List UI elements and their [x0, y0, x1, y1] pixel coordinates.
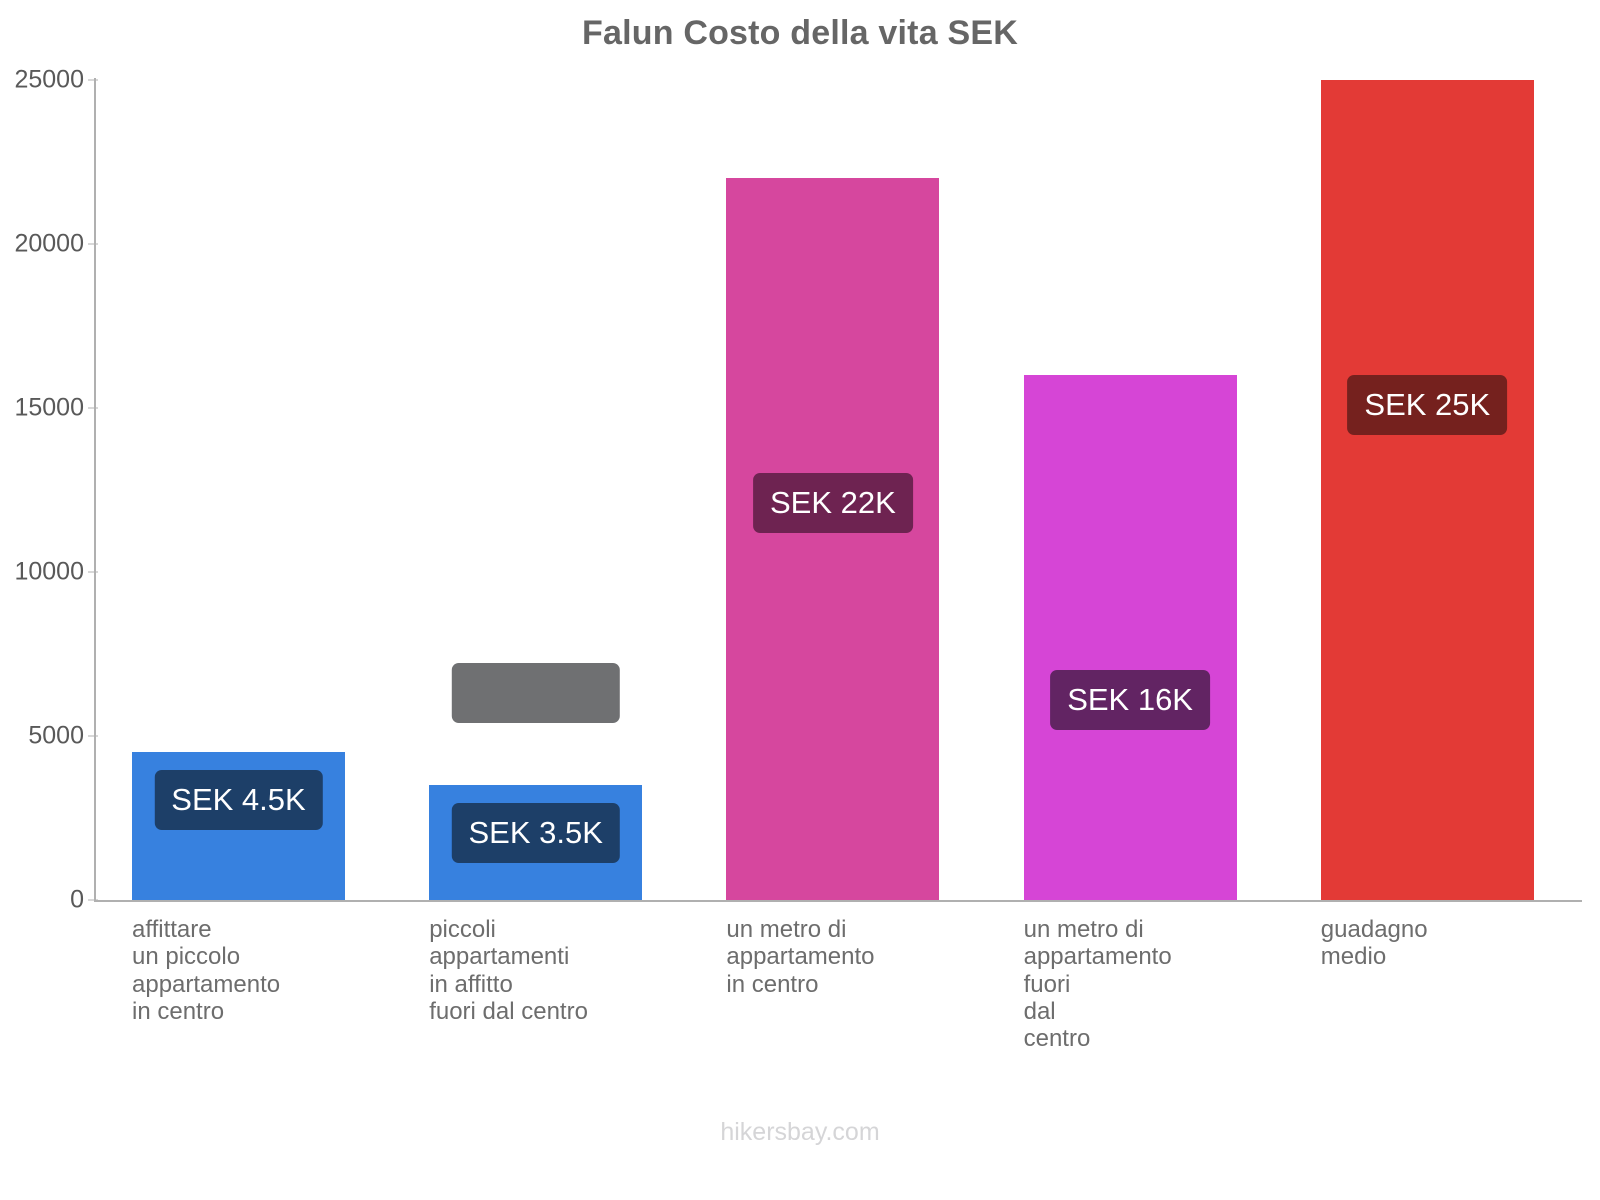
- x-axis-label-text: un metro di appartamento fuori dal centr…: [1023, 916, 1172, 1053]
- bar-group[interactable]: SEK 4.5K: [96, 0, 393, 1200]
- x-axis-label-text: guadagno medio: [1320, 916, 1428, 971]
- y-axis-tick-mark: [88, 899, 98, 901]
- y-axis-tick-mark: [88, 407, 98, 409]
- x-axis-label-text: un metro di appartamento in centro: [726, 916, 875, 998]
- bar-group[interactable]: SEK 3.5K SEK 3.5K: [393, 0, 690, 1200]
- bar-group[interactable]: SEK 16K: [988, 0, 1285, 1200]
- bar[interactable]: [1023, 375, 1237, 900]
- bar-group[interactable]: SEK 25K: [1285, 0, 1582, 1200]
- x-axis-label-text: affittare un piccolo appartamento in cen…: [132, 916, 281, 1026]
- x-axis-label: affittare un piccolo appartamento in cen…: [96, 916, 393, 1025]
- y-axis-tick-label: 25000: [14, 65, 84, 94]
- y-axis-tick-mark: [88, 571, 98, 573]
- bar-group[interactable]: SEK 22K: [690, 0, 987, 1200]
- bar[interactable]: [1320, 80, 1534, 900]
- y-axis-line: [94, 78, 96, 902]
- bar[interactable]: [726, 178, 940, 900]
- bar-value-badge: SEK 22K: [752, 473, 913, 534]
- y-axis-tick-label: 15000: [14, 393, 84, 422]
- bar-value-badge: SEK 25K: [1347, 375, 1508, 435]
- y-axis-tick-label: 10000: [14, 557, 84, 586]
- y-axis-tick-label: 5000: [28, 721, 84, 750]
- y-axis-tick-label: 20000: [14, 229, 84, 258]
- y-axis-tick-mark: [88, 243, 98, 245]
- x-axis-label: piccoli appartamenti in affitto fuori da…: [393, 916, 690, 1025]
- bar-value-badge: SEK 16K: [1050, 670, 1210, 731]
- x-axis-label: un metro di appartamento fuori dal centr…: [988, 916, 1285, 1053]
- x-axis-label-text: piccoli appartamenti in affitto fuori da…: [429, 916, 588, 1026]
- x-axis-label: un metro di appartamento in centro: [690, 916, 987, 998]
- bar-value-badge: SEK 4.5K: [154, 770, 323, 831]
- x-axis-line: [94, 900, 1582, 902]
- y-axis-tick-mark: [88, 79, 98, 81]
- bar-value-badge: SEK 3.5K: [451, 803, 620, 864]
- page-title: Falun Costo della vita SEK: [582, 14, 1018, 52]
- y-axis-tick-label: 0: [70, 885, 84, 914]
- bars-layer: SEK 4.5K SEK 3.5K SEK 3.5K SEK 22K SEK 16K SE…: [96, 0, 1582, 1200]
- x-axis-category-labels: affittare un piccolo appartamento in cen…: [96, 916, 1582, 1076]
- bar-value-badge-underlay: SEK 3.5K: [451, 663, 620, 724]
- y-axis-tick-mark: [88, 735, 98, 737]
- watermark: hikersbay.com: [720, 1118, 880, 1146]
- x-axis-label: guadagno medio: [1285, 916, 1582, 971]
